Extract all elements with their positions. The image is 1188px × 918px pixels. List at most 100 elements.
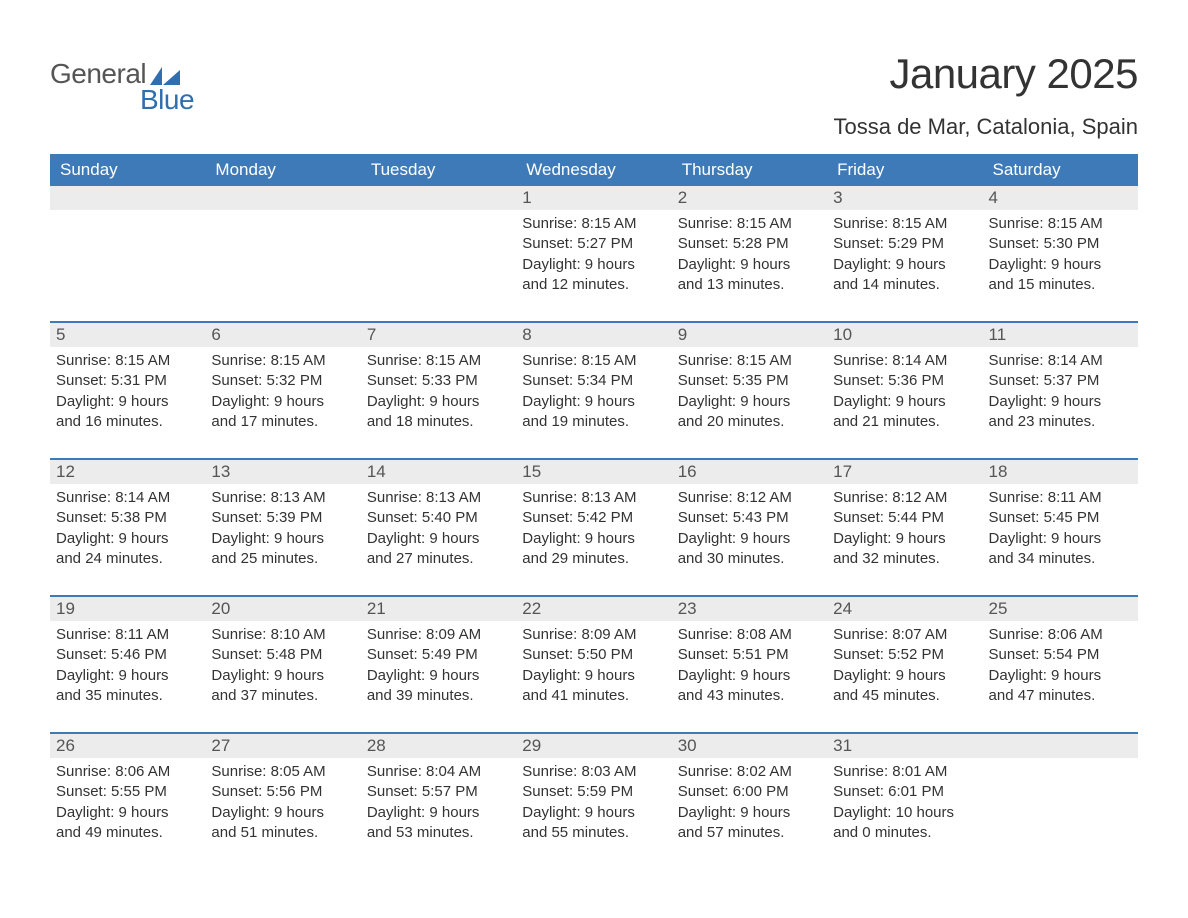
dow-wednesday: Wednesday bbox=[516, 154, 671, 186]
daylight-text-2: and 12 minutes. bbox=[522, 275, 665, 295]
sunset-text: Sunset: 5:55 PM bbox=[56, 782, 199, 802]
day-number: 29 bbox=[516, 734, 671, 758]
day-content: Sunrise: 8:04 AMSunset: 5:57 PMDaylight:… bbox=[361, 758, 516, 847]
calendar-day: 1Sunrise: 8:15 AMSunset: 5:27 PMDaylight… bbox=[516, 186, 671, 299]
daylight-text-1: Daylight: 9 hours bbox=[989, 529, 1132, 549]
day-number: 1 bbox=[516, 186, 671, 210]
daylight-text-2: and 18 minutes. bbox=[367, 412, 510, 432]
day-content: Sunrise: 8:06 AMSunset: 5:55 PMDaylight:… bbox=[50, 758, 205, 847]
sunrise-text: Sunrise: 8:12 AM bbox=[678, 488, 821, 508]
sunrise-text: Sunrise: 8:15 AM bbox=[367, 351, 510, 371]
day-content: Sunrise: 8:03 AMSunset: 5:59 PMDaylight:… bbox=[516, 758, 671, 847]
sunrise-text: Sunrise: 8:15 AM bbox=[211, 351, 354, 371]
day-number bbox=[50, 186, 205, 210]
daylight-text-1: Daylight: 9 hours bbox=[989, 255, 1132, 275]
day-number: 13 bbox=[205, 460, 360, 484]
weeks-container: 1Sunrise: 8:15 AMSunset: 5:27 PMDaylight… bbox=[50, 186, 1138, 847]
daylight-text-2: and 15 minutes. bbox=[989, 275, 1132, 295]
daylight-text-2: and 13 minutes. bbox=[678, 275, 821, 295]
daylight-text-1: Daylight: 9 hours bbox=[833, 529, 976, 549]
day-number: 31 bbox=[827, 734, 982, 758]
day-content: Sunrise: 8:15 AMSunset: 5:29 PMDaylight:… bbox=[827, 210, 982, 299]
daylight-text-2: and 53 minutes. bbox=[367, 823, 510, 843]
calendar-day: 9Sunrise: 8:15 AMSunset: 5:35 PMDaylight… bbox=[672, 323, 827, 436]
day-number: 5 bbox=[50, 323, 205, 347]
calendar-day: 18Sunrise: 8:11 AMSunset: 5:45 PMDayligh… bbox=[983, 460, 1138, 573]
daylight-text-1: Daylight: 9 hours bbox=[367, 666, 510, 686]
day-number: 3 bbox=[827, 186, 982, 210]
day-content: Sunrise: 8:14 AMSunset: 5:38 PMDaylight:… bbox=[50, 484, 205, 573]
day-content: Sunrise: 8:15 AMSunset: 5:31 PMDaylight:… bbox=[50, 347, 205, 436]
day-content: Sunrise: 8:06 AMSunset: 5:54 PMDaylight:… bbox=[983, 621, 1138, 710]
day-content: Sunrise: 8:07 AMSunset: 5:52 PMDaylight:… bbox=[827, 621, 982, 710]
week-row: 19Sunrise: 8:11 AMSunset: 5:46 PMDayligh… bbox=[50, 595, 1138, 710]
sunrise-text: Sunrise: 8:14 AM bbox=[833, 351, 976, 371]
day-number: 10 bbox=[827, 323, 982, 347]
daylight-text-1: Daylight: 9 hours bbox=[833, 666, 976, 686]
day-content: Sunrise: 8:12 AMSunset: 5:43 PMDaylight:… bbox=[672, 484, 827, 573]
sunset-text: Sunset: 5:36 PM bbox=[833, 371, 976, 391]
day-number: 21 bbox=[361, 597, 516, 621]
day-content: Sunrise: 8:13 AMSunset: 5:42 PMDaylight:… bbox=[516, 484, 671, 573]
week-row: 1Sunrise: 8:15 AMSunset: 5:27 PMDaylight… bbox=[50, 186, 1138, 299]
logo: General Blue bbox=[50, 58, 194, 116]
day-number bbox=[361, 186, 516, 210]
sunrise-text: Sunrise: 8:09 AM bbox=[367, 625, 510, 645]
daylight-text-1: Daylight: 9 hours bbox=[678, 803, 821, 823]
sunrise-text: Sunrise: 8:05 AM bbox=[211, 762, 354, 782]
sunset-text: Sunset: 5:40 PM bbox=[367, 508, 510, 528]
sunrise-text: Sunrise: 8:15 AM bbox=[989, 214, 1132, 234]
month-title: January 2025 bbox=[833, 50, 1138, 98]
daylight-text-1: Daylight: 9 hours bbox=[211, 529, 354, 549]
daylight-text-2: and 17 minutes. bbox=[211, 412, 354, 432]
day-content: Sunrise: 8:14 AMSunset: 5:37 PMDaylight:… bbox=[983, 347, 1138, 436]
title-block: January 2025 Tossa de Mar, Catalonia, Sp… bbox=[833, 50, 1138, 140]
daylight-text-2: and 35 minutes. bbox=[56, 686, 199, 706]
daylight-text-2: and 30 minutes. bbox=[678, 549, 821, 569]
day-number: 25 bbox=[983, 597, 1138, 621]
sunset-text: Sunset: 5:29 PM bbox=[833, 234, 976, 254]
daylight-text-2: and 45 minutes. bbox=[833, 686, 976, 706]
daylight-text-1: Daylight: 9 hours bbox=[367, 392, 510, 412]
calendar-day: 17Sunrise: 8:12 AMSunset: 5:44 PMDayligh… bbox=[827, 460, 982, 573]
day-number: 15 bbox=[516, 460, 671, 484]
daylight-text-2: and 32 minutes. bbox=[833, 549, 976, 569]
dow-monday: Monday bbox=[205, 154, 360, 186]
calendar-day: 11Sunrise: 8:14 AMSunset: 5:37 PMDayligh… bbox=[983, 323, 1138, 436]
location: Tossa de Mar, Catalonia, Spain bbox=[833, 114, 1138, 140]
sunset-text: Sunset: 5:57 PM bbox=[367, 782, 510, 802]
day-content: Sunrise: 8:11 AMSunset: 5:46 PMDaylight:… bbox=[50, 621, 205, 710]
day-number: 2 bbox=[672, 186, 827, 210]
daylight-text-1: Daylight: 9 hours bbox=[678, 392, 821, 412]
sunset-text: Sunset: 5:30 PM bbox=[989, 234, 1132, 254]
calendar-day bbox=[50, 186, 205, 299]
sunset-text: Sunset: 5:54 PM bbox=[989, 645, 1132, 665]
day-content: Sunrise: 8:14 AMSunset: 5:36 PMDaylight:… bbox=[827, 347, 982, 436]
daylight-text-1: Daylight: 9 hours bbox=[56, 803, 199, 823]
sunset-text: Sunset: 6:00 PM bbox=[678, 782, 821, 802]
sunrise-text: Sunrise: 8:02 AM bbox=[678, 762, 821, 782]
daylight-text-2: and 25 minutes. bbox=[211, 549, 354, 569]
sunset-text: Sunset: 5:59 PM bbox=[522, 782, 665, 802]
sunset-text: Sunset: 5:42 PM bbox=[522, 508, 665, 528]
daylight-text-1: Daylight: 9 hours bbox=[211, 392, 354, 412]
daylight-text-1: Daylight: 9 hours bbox=[522, 392, 665, 412]
dow-thursday: Thursday bbox=[672, 154, 827, 186]
sunset-text: Sunset: 5:45 PM bbox=[989, 508, 1132, 528]
day-content: Sunrise: 8:09 AMSunset: 5:49 PMDaylight:… bbox=[361, 621, 516, 710]
sunset-text: Sunset: 5:56 PM bbox=[211, 782, 354, 802]
day-number: 26 bbox=[50, 734, 205, 758]
sunrise-text: Sunrise: 8:01 AM bbox=[833, 762, 976, 782]
daylight-text-2: and 49 minutes. bbox=[56, 823, 199, 843]
dow-tuesday: Tuesday bbox=[361, 154, 516, 186]
day-content: Sunrise: 8:15 AMSunset: 5:33 PMDaylight:… bbox=[361, 347, 516, 436]
day-content: Sunrise: 8:01 AMSunset: 6:01 PMDaylight:… bbox=[827, 758, 982, 847]
daylight-text-1: Daylight: 9 hours bbox=[522, 529, 665, 549]
sunrise-text: Sunrise: 8:14 AM bbox=[989, 351, 1132, 371]
sunrise-text: Sunrise: 8:04 AM bbox=[367, 762, 510, 782]
day-number: 8 bbox=[516, 323, 671, 347]
day-number bbox=[983, 734, 1138, 758]
daylight-text-1: Daylight: 10 hours bbox=[833, 803, 976, 823]
day-number: 28 bbox=[361, 734, 516, 758]
calendar-day: 28Sunrise: 8:04 AMSunset: 5:57 PMDayligh… bbox=[361, 734, 516, 847]
